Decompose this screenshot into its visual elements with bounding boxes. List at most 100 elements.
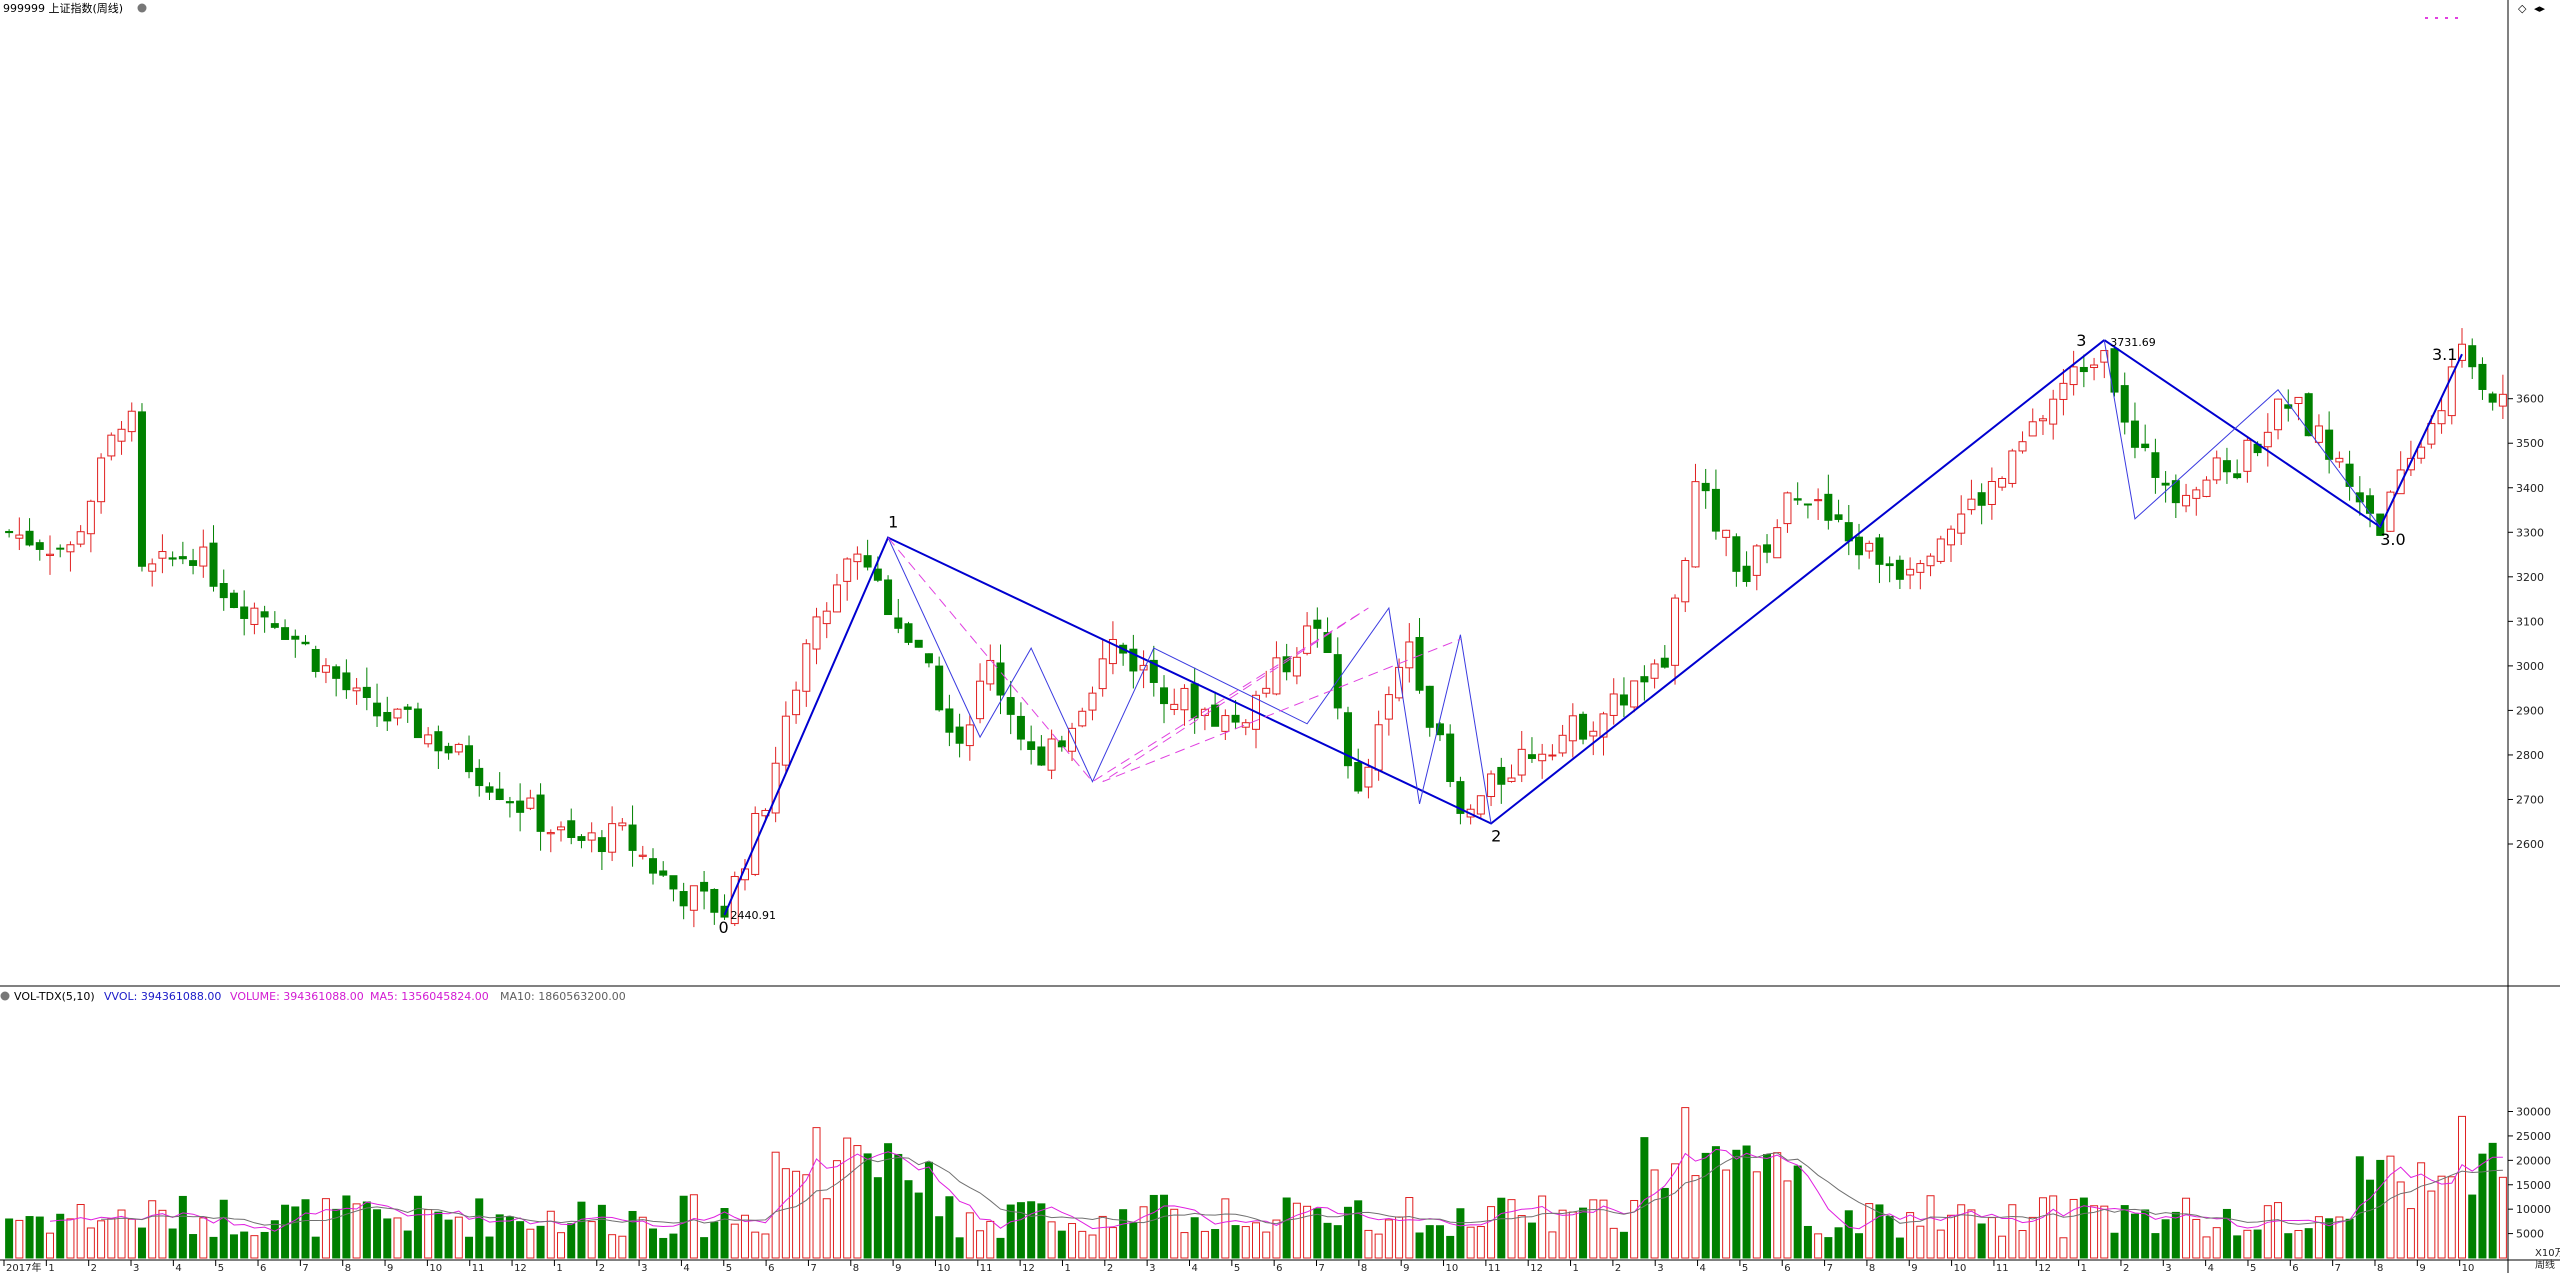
volume-bar — [2314, 1216, 2323, 1259]
time-tick-label: 11 — [980, 1263, 993, 1273]
time-tick-label: 1 — [556, 1263, 562, 1273]
candle-body — [86, 500, 95, 535]
candle-body — [301, 641, 310, 645]
candle-body — [873, 568, 882, 581]
volume-bar — [1507, 1199, 1516, 1259]
volume-bar — [1006, 1204, 1015, 1259]
volume-bar — [1333, 1225, 1342, 1259]
volume-bar — [2120, 1205, 2129, 1259]
price-tick-label: 3600 — [2516, 393, 2544, 406]
time-tick-label: 4 — [1191, 1263, 1197, 1273]
time-tick-label: 2 — [599, 1263, 605, 1273]
scroll-arrows-icon[interactable]: ◂▸ — [2534, 2, 2546, 15]
candle-body — [465, 745, 474, 773]
volume-bar — [781, 1168, 790, 1259]
volume-bar — [1323, 1222, 1332, 1259]
vol-unit-label: X10万 — [2535, 1248, 2560, 1259]
candle-body — [638, 854, 647, 857]
volume-bar — [5, 1218, 14, 1259]
candle-body — [2233, 473, 2242, 479]
volume-bar — [976, 1230, 985, 1259]
candle-body — [1456, 781, 1465, 814]
volume-bar — [2161, 1219, 2170, 1259]
volume-bar — [1660, 1187, 1669, 1259]
time-tick-label: 10 — [937, 1263, 950, 1273]
candle-body — [536, 794, 545, 832]
volume-bar — [1783, 1180, 1792, 1259]
price-tick-label: 3400 — [2516, 482, 2544, 495]
volume-bar — [2274, 1202, 2283, 1259]
volume-bar — [1476, 1226, 1485, 1259]
volume-bar — [2141, 1209, 2150, 1259]
candle-body — [66, 544, 75, 553]
time-tick-label: 8 — [345, 1263, 351, 1273]
expand-icon[interactable]: ◇ — [2518, 2, 2527, 15]
candle-body — [444, 745, 453, 754]
candle-body — [2090, 364, 2099, 369]
volume-bar — [301, 1199, 310, 1259]
volume-bar — [1936, 1229, 1945, 1259]
volume-bar — [955, 1237, 964, 1259]
volume-bar — [178, 1195, 187, 1259]
vol-settings-icon[interactable] — [0, 991, 10, 1001]
volume-bar — [2253, 1229, 2262, 1259]
volume-bar — [638, 1216, 647, 1259]
time-tick-label: 6 — [260, 1263, 266, 1273]
candle-body — [209, 542, 218, 587]
time-tick-label: 2 — [1615, 1263, 1621, 1273]
candle-body — [1998, 477, 2007, 488]
volume-bar — [2498, 1176, 2507, 1259]
candle-body — [373, 702, 382, 717]
settings-icon[interactable] — [137, 3, 147, 13]
volume-bar — [2130, 1213, 2139, 1259]
volume-bar — [1803, 1225, 1812, 1259]
volume-bar — [546, 1210, 555, 1259]
volume-bar — [557, 1232, 566, 1259]
volume-bar — [1752, 1171, 1761, 1259]
candle-body — [1855, 536, 1864, 556]
volume-bar — [659, 1237, 668, 1259]
volume-bar — [1057, 1230, 1066, 1259]
candle-body — [516, 800, 525, 813]
candle-body — [1435, 723, 1444, 736]
volume-bar — [2171, 1211, 2180, 1259]
volume-bar — [1538, 1195, 1547, 1259]
volume-bar — [1732, 1149, 1741, 1259]
time-tick-label: 4 — [1700, 1263, 1706, 1273]
candle-body — [1405, 641, 1414, 669]
volume-bar — [1047, 1221, 1056, 1259]
candle-body — [792, 689, 801, 716]
volume-bar — [1221, 1198, 1230, 1259]
candle-body — [700, 881, 709, 892]
candle-body — [1936, 538, 1945, 562]
volume-bar — [1875, 1204, 1884, 1259]
volume-bar — [1405, 1197, 1414, 1259]
chart-title: 999999 上证指数(周线) — [3, 1, 123, 15]
candle-body — [832, 584, 841, 613]
candle-body — [1548, 754, 1557, 757]
price-tick-label: 3100 — [2516, 615, 2544, 628]
volume-bar — [311, 1236, 320, 1259]
candle-body — [1671, 597, 1680, 666]
price-tick-label: 3300 — [2516, 526, 2544, 539]
volume-bar — [352, 1203, 361, 1259]
candle-body — [1037, 746, 1046, 766]
volume-bar — [403, 1230, 412, 1259]
candle-body — [56, 547, 65, 550]
volume-bar — [1671, 1163, 1680, 1259]
volume-bar — [250, 1235, 259, 1259]
volume-bar — [1568, 1211, 1577, 1259]
time-tick-label: 9 — [1403, 1263, 1409, 1273]
candle-body — [35, 542, 44, 550]
candle-body — [1589, 730, 1598, 737]
candle-body — [945, 708, 954, 733]
candle-body — [1108, 638, 1117, 665]
candle-body — [710, 888, 719, 913]
time-tick-label: 7 — [810, 1263, 816, 1273]
volume-bar — [863, 1153, 872, 1259]
volume-bar — [740, 1214, 749, 1259]
period-label[interactable]: 周线 — [2535, 1258, 2555, 1271]
candle-body — [1619, 694, 1628, 706]
candle-body — [587, 832, 596, 841]
candle-body — [2274, 398, 2283, 431]
